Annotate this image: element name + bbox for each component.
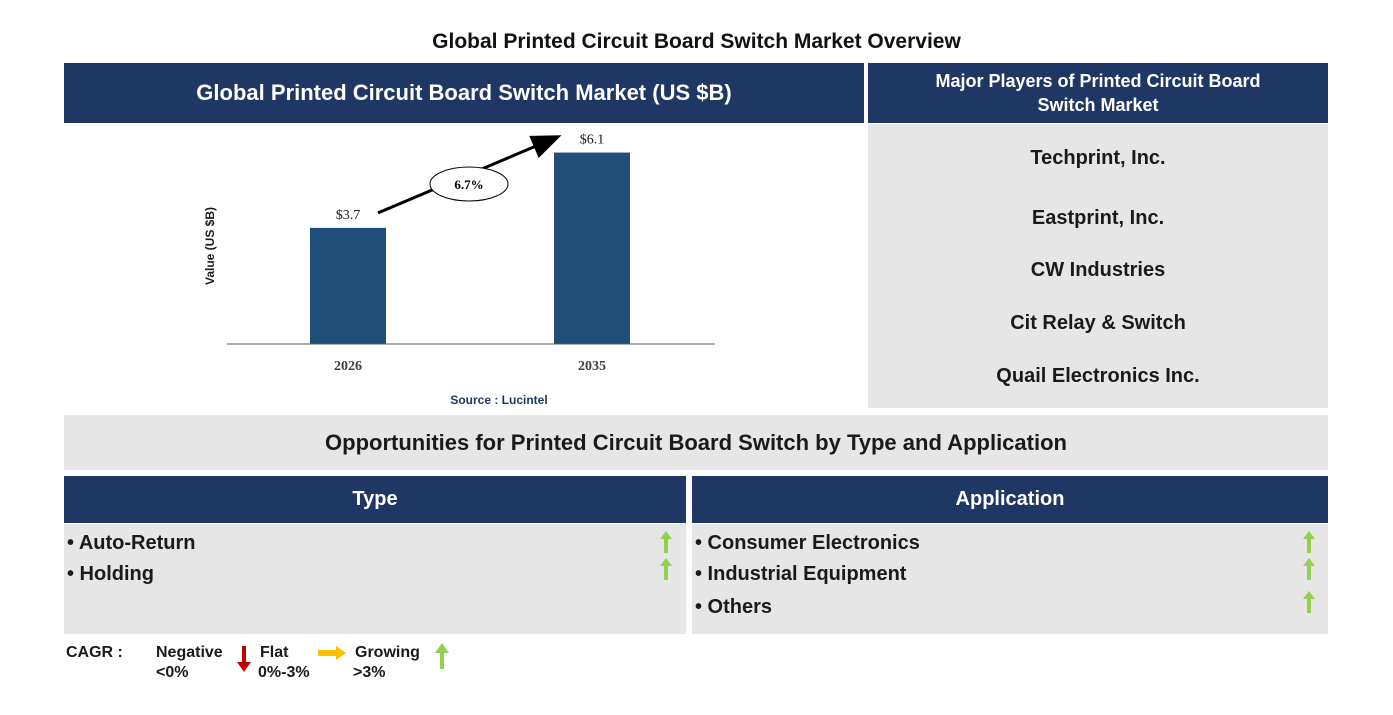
- legend-negative-range: <0%: [156, 664, 189, 681]
- players-panel: Techprint, Inc. Eastprint, Inc. CW Indus…: [868, 124, 1328, 408]
- y-axis-label: Value (US $B): [203, 207, 217, 285]
- player-item: Quail Electronics Inc.: [996, 365, 1200, 387]
- growing-arrow-icon: [1303, 591, 1315, 613]
- player-item: CW Industries: [1030, 259, 1166, 281]
- player-item: Techprint, Inc.: [1030, 147, 1166, 169]
- legend-growing-label: Growing: [355, 644, 420, 661]
- chart-source: Source : Lucintel: [450, 393, 547, 407]
- bar-value-label: $3.7: [336, 208, 361, 223]
- opportunities-banner: Opportunities for Printed Circuit Board …: [64, 415, 1328, 470]
- application-item: • Others: [695, 596, 773, 618]
- growing-arrow-icon: [660, 531, 672, 553]
- bar-2035: [554, 152, 630, 344]
- application-item: • Industrial Equipment: [695, 563, 907, 585]
- growing-arrow-icon: [1303, 558, 1315, 580]
- application-header: Application: [692, 476, 1328, 523]
- bar-value-label: $6.1: [580, 133, 605, 148]
- players-header: Major Players of Printed Circuit Board S…: [868, 63, 1328, 123]
- cagr-legend-label: CAGR :: [66, 644, 123, 661]
- cagr-bubble: [429, 166, 509, 202]
- legend-negative-label: Negative: [156, 644, 223, 661]
- x-tick-label: 2035: [578, 359, 606, 374]
- growing-arrow-icon: [660, 558, 672, 580]
- chart-header: Global Printed Circuit Board Switch Mark…: [64, 63, 864, 123]
- legend-flat-label: Flat: [260, 644, 289, 661]
- player-item: Cit Relay & Switch: [1010, 312, 1186, 334]
- flat-arrow-icon: [318, 646, 346, 660]
- type-header: Type: [64, 476, 686, 523]
- bar-2026: [310, 227, 386, 344]
- legend-growing-range: >3%: [353, 664, 386, 681]
- negative-arrow-icon: [237, 646, 251, 672]
- type-panel: • Auto-Return • Holding: [64, 524, 686, 634]
- growing-arrow-icon: [435, 643, 449, 669]
- type-item: • Auto-Return: [67, 532, 196, 554]
- x-tick-label: 2026: [334, 359, 362, 374]
- market-bar-chart: Value (US $B) $3.7 2026 $6.1 2035 6.7% Sour…: [203, 133, 715, 407]
- growing-arrow-icon: [1303, 531, 1315, 553]
- type-item: • Holding: [67, 563, 154, 585]
- page-title: Global Printed Circuit Board Switch Mark…: [432, 30, 961, 53]
- application-item: • Consumer Electronics: [695, 532, 920, 554]
- player-item: Eastprint, Inc.: [1031, 207, 1165, 229]
- application-panel: • Consumer Electronics • Industrial Equi…: [692, 524, 1328, 634]
- legend-flat-range: 0%-3%: [258, 664, 310, 681]
- cagr-label: 6.7%: [454, 177, 483, 192]
